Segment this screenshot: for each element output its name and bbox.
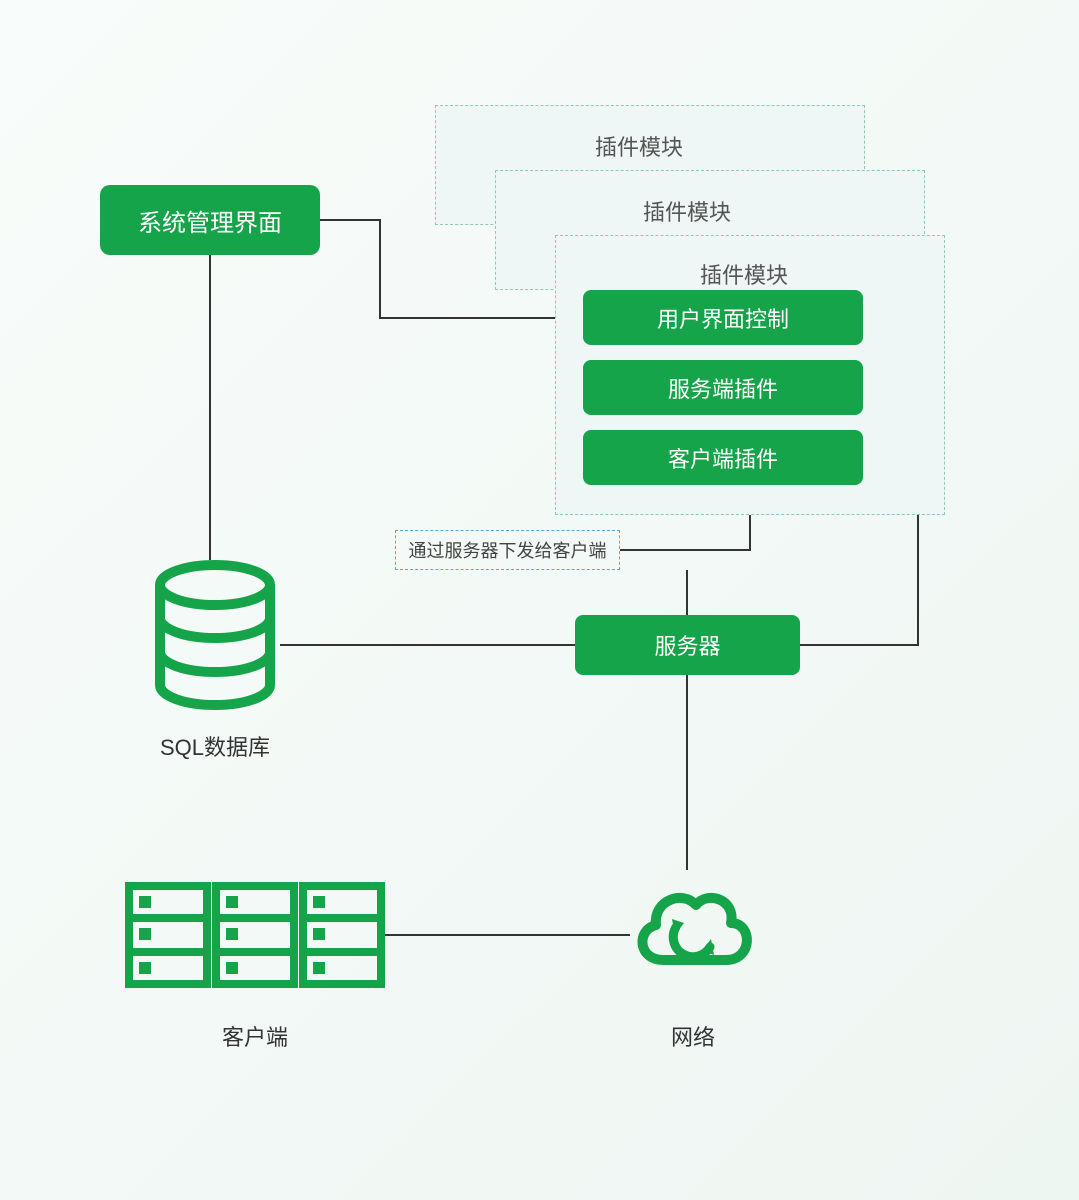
conn-admin-db — [209, 255, 211, 560]
conn-note-server-v — [686, 570, 688, 615]
conn-admin-panel-v — [379, 219, 381, 318]
conn-panel-right-h — [800, 644, 919, 646]
conn-clients-network — [385, 934, 630, 936]
conn-admin-panel-h1 — [320, 219, 380, 221]
plugin-panel-front-title: 插件模块 — [700, 258, 788, 290]
conn-panel-right-v — [917, 515, 919, 646]
server-label: 服务器 — [654, 629, 720, 661]
admin-ui-label: 系统管理界面 — [138, 203, 282, 238]
ui-control-label: 用户界面控制 — [657, 302, 789, 334]
server-node: 服务器 — [575, 615, 800, 675]
database-label: SQL数据库 — [150, 730, 280, 762]
conn-admin-panel-h2 — [379, 317, 555, 319]
plugin-panel-mid-title: 插件模块 — [643, 195, 731, 227]
server-plugin-node: 服务端插件 — [583, 360, 863, 415]
admin-ui-node: 系统管理界面 — [100, 185, 320, 255]
network-icon — [628, 865, 758, 1000]
conn-panel-note-h — [620, 549, 751, 551]
client-plugin-label: 客户端插件 — [668, 442, 778, 474]
conn-panel-note-v1 — [749, 515, 751, 550]
conn-server-network — [686, 675, 688, 870]
conn-db-server — [280, 644, 575, 646]
network-label: 网络 — [628, 1020, 758, 1052]
plugin-panel-back-title: 插件模块 — [595, 130, 683, 162]
database-icon — [150, 560, 280, 715]
client-plugin-node: 客户端插件 — [583, 430, 863, 485]
distribution-note: 通过服务器下发给客户端 — [395, 530, 620, 570]
distribution-note-label: 通过服务器下发给客户端 — [409, 537, 607, 563]
clients-icon — [125, 880, 385, 995]
server-plugin-label: 服务端插件 — [668, 372, 778, 404]
ui-control-node: 用户界面控制 — [583, 290, 863, 345]
clients-label: 客户端 — [125, 1020, 385, 1052]
